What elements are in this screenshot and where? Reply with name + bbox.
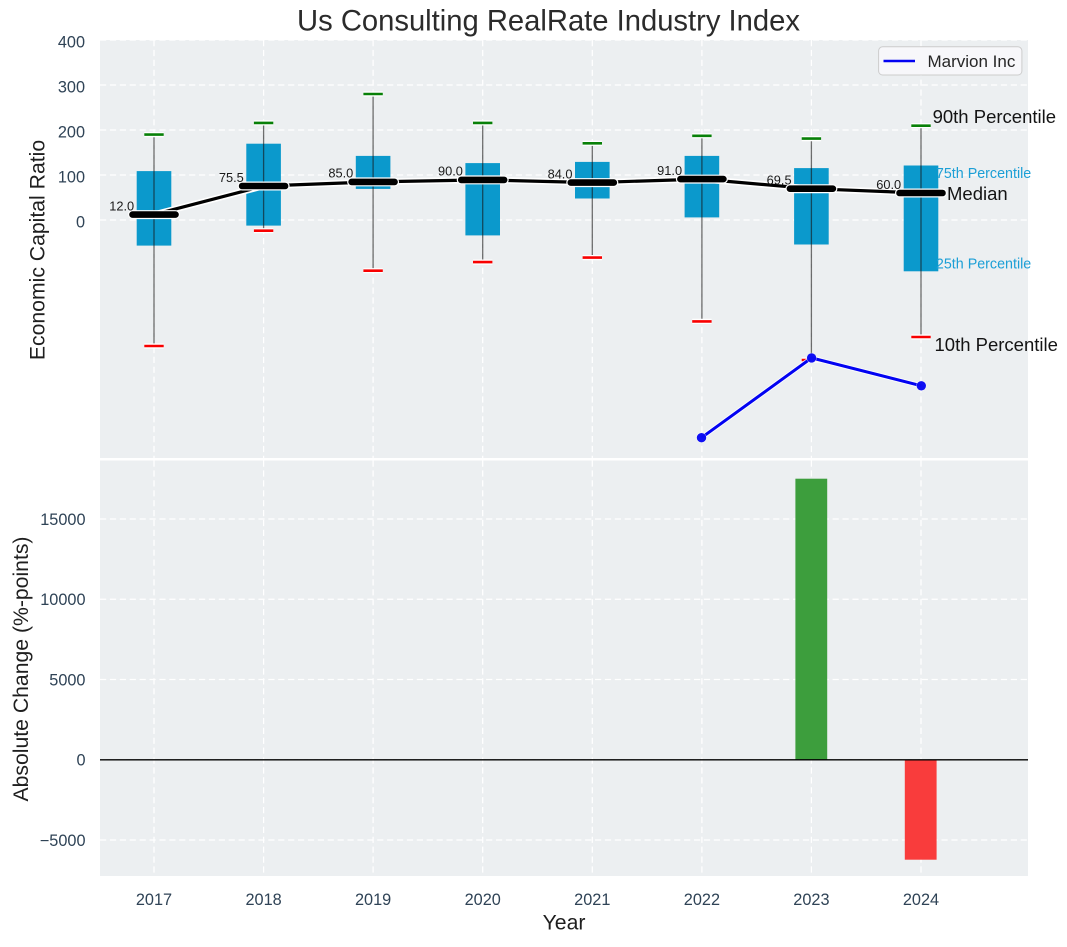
svg-text:15000: 15000	[40, 511, 85, 529]
svg-text:75th Percentile: 75th Percentile	[936, 166, 1031, 182]
svg-text:85.0: 85.0	[328, 166, 353, 181]
svg-text:0: 0	[76, 752, 85, 770]
svg-text:2019: 2019	[355, 891, 391, 909]
svg-text:75.5: 75.5	[219, 170, 244, 185]
svg-text:Us Consulting RealRate Industr: Us Consulting RealRate Industry Index	[297, 5, 800, 37]
svg-text:60.0: 60.0	[876, 177, 901, 192]
svg-text:10th Percentile: 10th Percentile	[935, 334, 1058, 355]
svg-text:Year: Year	[543, 912, 586, 935]
svg-text:90th Percentile: 90th Percentile	[933, 106, 1056, 127]
svg-text:Median: Median	[947, 183, 1008, 204]
svg-text:10000: 10000	[40, 591, 85, 609]
svg-text:90.0: 90.0	[438, 164, 463, 179]
svg-text:0: 0	[76, 213, 85, 231]
svg-text:91.0: 91.0	[657, 163, 682, 178]
svg-text:69.5: 69.5	[767, 173, 792, 188]
svg-text:2024: 2024	[903, 891, 939, 909]
svg-text:2022: 2022	[684, 891, 720, 909]
svg-text:2020: 2020	[465, 891, 501, 909]
svg-text:2023: 2023	[793, 891, 829, 909]
svg-text:5000: 5000	[49, 671, 85, 689]
svg-text:2018: 2018	[245, 891, 281, 909]
svg-text:−5000: −5000	[40, 832, 86, 850]
svg-text:Economic Capital Ratio: Economic Capital Ratio	[27, 140, 50, 360]
svg-text:Absolute Change (%-points): Absolute Change (%-points)	[10, 537, 33, 802]
svg-text:100: 100	[58, 168, 85, 186]
svg-text:2017: 2017	[136, 891, 172, 909]
svg-text:25th Percentile: 25th Percentile	[936, 257, 1031, 273]
svg-text:Marvion Inc: Marvion Inc	[928, 52, 1016, 71]
svg-text:84.0: 84.0	[548, 166, 573, 181]
svg-text:2021: 2021	[574, 891, 610, 909]
svg-text:200: 200	[58, 123, 85, 141]
svg-text:400: 400	[58, 33, 85, 51]
svg-text:300: 300	[58, 78, 85, 96]
svg-text:12.0: 12.0	[109, 198, 134, 213]
